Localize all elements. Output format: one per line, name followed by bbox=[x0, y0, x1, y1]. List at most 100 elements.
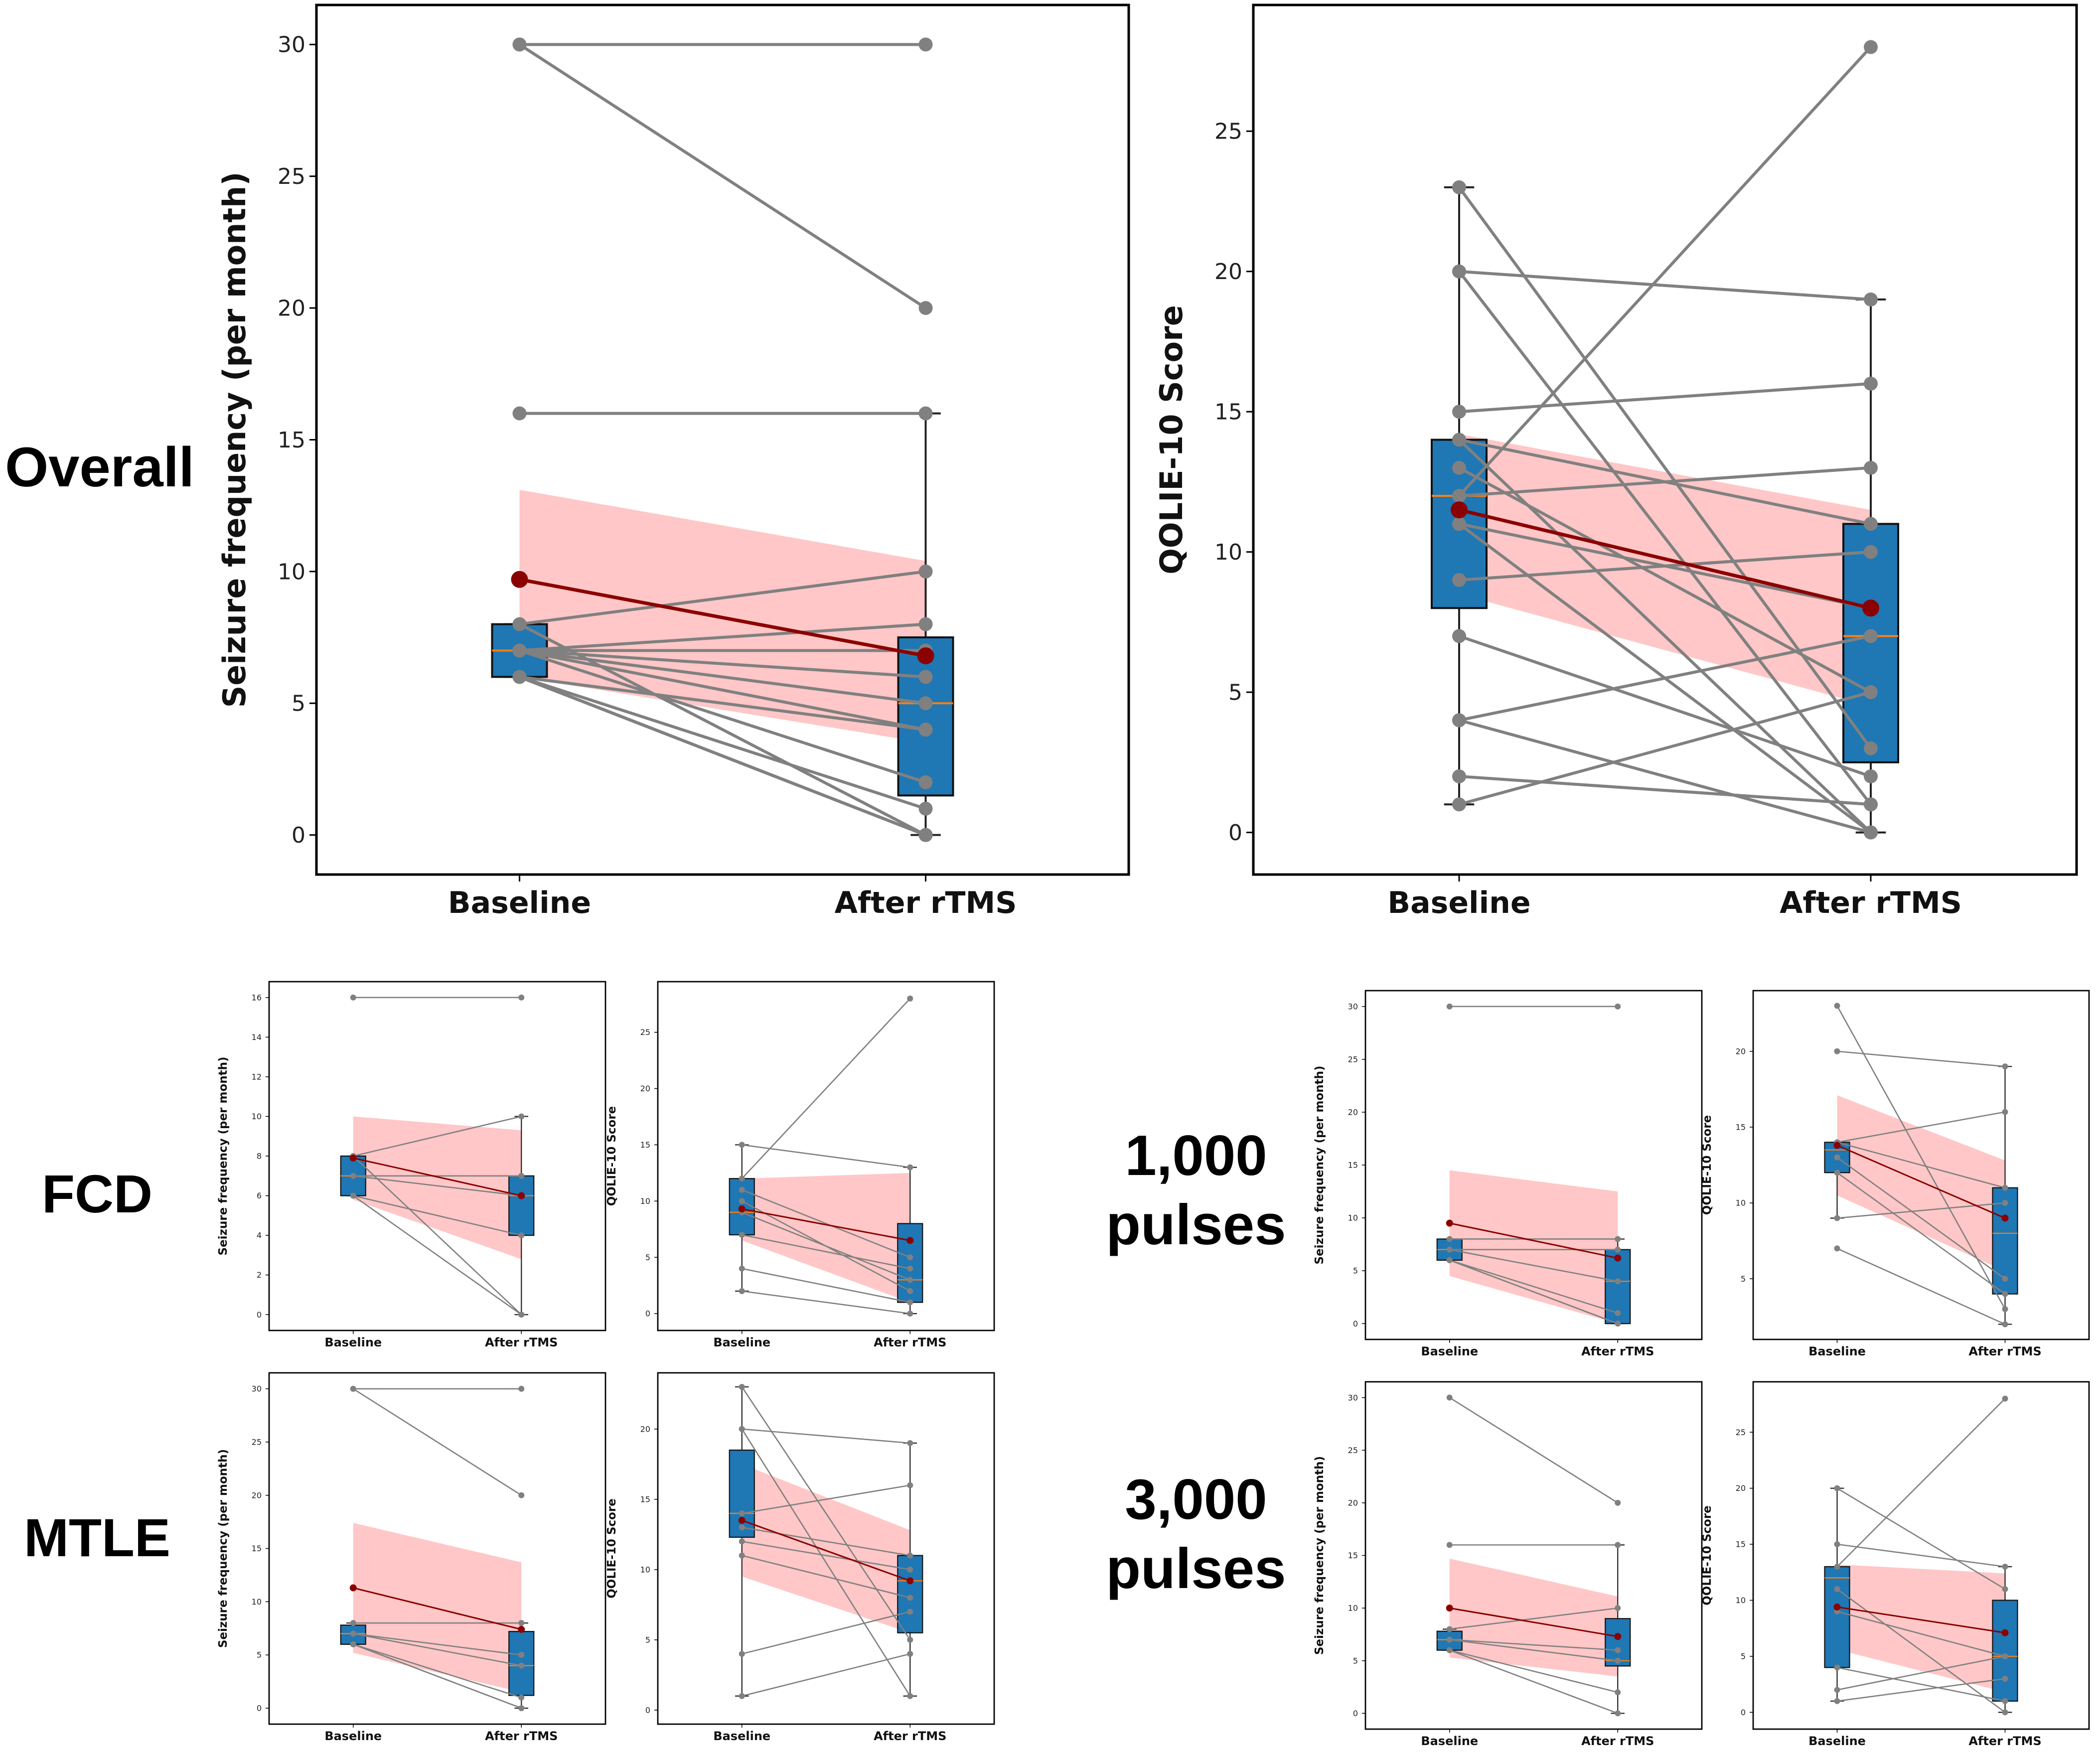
patient-point-after bbox=[1864, 376, 1878, 391]
chart-svg: 0 5 10 15 20 25 30 Baseline After rTMS Seizure fr… bbox=[1313, 990, 1703, 1358]
y-tick-label: 5 bbox=[1741, 1274, 1746, 1284]
y-tick-label: 25 bbox=[278, 164, 305, 189]
patient-point-after bbox=[907, 1440, 913, 1446]
patient-point-after bbox=[2002, 1063, 2008, 1070]
y-tick-label: 6 bbox=[257, 1191, 262, 1200]
patient-point-baseline bbox=[739, 1524, 745, 1531]
chart-mtle-seizure: 0 5 10 15 20 25 30 Baseline After rTMS Seizure fr… bbox=[214, 1363, 615, 1759]
patient-point-baseline bbox=[739, 1426, 745, 1432]
patient-point-baseline bbox=[1446, 1394, 1453, 1401]
patient-line bbox=[518, 43, 927, 310]
group-label-mtle: MTLE bbox=[24, 1507, 170, 1568]
patient-point-after bbox=[1864, 629, 1878, 643]
patient-line bbox=[741, 1211, 911, 1281]
patient-point-after bbox=[2002, 1563, 2008, 1570]
patient-line bbox=[352, 1195, 522, 1236]
patient-line bbox=[518, 649, 927, 705]
patient-line bbox=[741, 1428, 911, 1444]
patient-point-baseline bbox=[350, 1192, 356, 1199]
chart-fcd-qolie: 0 5 10 15 20 25 Baseline After rTMS QOLIE-10 Sco… bbox=[603, 972, 1004, 1365]
x-category-label: After rTMS bbox=[835, 885, 1017, 920]
chart-svg: 0 5 10 15 20 Baseline After rTMS QOLIE-10 Score bbox=[605, 1372, 995, 1743]
x-category-label: After rTMS bbox=[485, 1335, 558, 1349]
mean-line bbox=[353, 1157, 522, 1197]
y-tick-label: 10 bbox=[640, 1196, 650, 1206]
patient-line bbox=[1449, 1259, 1619, 1314]
patient-point-baseline bbox=[512, 670, 527, 684]
patient-point-baseline bbox=[1452, 517, 1466, 531]
plot-frame bbox=[1364, 1381, 1703, 1730]
patient-point-after bbox=[918, 564, 933, 579]
x-category-label: After rTMS bbox=[1581, 1734, 1654, 1748]
patient-line bbox=[741, 1653, 911, 1697]
y-tick-label: 20 bbox=[1348, 1108, 1358, 1117]
patient-line bbox=[518, 649, 927, 679]
confidence-band bbox=[742, 1173, 910, 1303]
patient-point-after bbox=[1615, 1278, 1621, 1285]
patient-point-after bbox=[918, 301, 933, 315]
patient-line bbox=[1458, 634, 1872, 778]
patient-point-after bbox=[907, 1482, 913, 1488]
patient-line bbox=[1836, 1398, 2006, 1568]
x-category-label: After rTMS bbox=[1780, 885, 1962, 920]
patient-point-baseline bbox=[739, 1693, 745, 1699]
patient-point-baseline bbox=[1834, 1003, 1840, 1009]
iqr-box bbox=[897, 636, 954, 797]
patient-point-after bbox=[2002, 1200, 2008, 1206]
patient-point-baseline bbox=[1834, 1586, 1840, 1592]
y-axis-label: Seizure frequency (per month) bbox=[1313, 1456, 1326, 1655]
chart-svg: 0 5 10 15 20 25 30 Baseline After rTMS Seizure fr… bbox=[216, 3, 1130, 920]
patient-line bbox=[1836, 1050, 2006, 1067]
patient-point-baseline bbox=[1834, 1698, 1840, 1704]
patient-point-baseline bbox=[1452, 180, 1466, 194]
patient-point-after bbox=[907, 1609, 913, 1615]
patient-point-after bbox=[518, 1694, 525, 1701]
mean-line bbox=[1836, 1145, 2006, 1219]
mean-line bbox=[519, 578, 926, 658]
mean-point bbox=[518, 1192, 525, 1199]
group-label-1000-line2: pulses bbox=[1106, 1193, 1286, 1257]
y-tick-label: 25 bbox=[1214, 119, 1242, 145]
confidence-band bbox=[1449, 1170, 1618, 1324]
mean-point bbox=[349, 1154, 357, 1162]
patient-point-after bbox=[907, 1277, 913, 1283]
y-tick-label: 10 bbox=[252, 1112, 262, 1121]
x-category-label: After rTMS bbox=[1968, 1734, 2041, 1748]
patient-point-after bbox=[518, 1705, 525, 1711]
patient-point-after bbox=[1615, 1236, 1621, 1242]
chart-svg: 0 5 10 15 20 25 Baseline After rTMS QOLIE-10 Sco… bbox=[1153, 3, 2078, 920]
patient-line bbox=[352, 1175, 522, 1196]
mean-line bbox=[1837, 1606, 2005, 1634]
patient-point-baseline bbox=[739, 1510, 745, 1516]
patient-line bbox=[518, 649, 927, 784]
y-axis-label: QOLIE-10 Score bbox=[1701, 1505, 1714, 1606]
patient-point-baseline bbox=[1452, 405, 1466, 419]
patient-point-baseline bbox=[1834, 1687, 1840, 1693]
y-tick-label: 0 bbox=[257, 1704, 262, 1713]
patient-point-after bbox=[2002, 1276, 2008, 1282]
y-tick-label: 30 bbox=[252, 1384, 262, 1394]
mean-point bbox=[738, 1205, 746, 1213]
y-tick-label: 15 bbox=[1736, 1540, 1746, 1549]
patient-point-after bbox=[518, 1113, 525, 1120]
patient-line bbox=[1458, 438, 1872, 834]
y-tick-label: 14 bbox=[252, 1032, 262, 1042]
patient-point-baseline bbox=[1452, 713, 1466, 728]
y-tick-label: 5 bbox=[1353, 1656, 1358, 1665]
y-tick-label: 0 bbox=[645, 1705, 650, 1715]
group-label-overall: Overall bbox=[5, 436, 194, 498]
patient-point-baseline bbox=[739, 1265, 745, 1272]
y-axis-label: QOLIE-10 Score bbox=[605, 1498, 618, 1599]
x-category-label: Baseline bbox=[1387, 885, 1530, 920]
patient-line bbox=[1449, 1607, 1619, 1630]
patient-line bbox=[1836, 1111, 2006, 1143]
x-category-label: Baseline bbox=[1421, 1344, 1478, 1358]
chart-svg: 0 5 10 15 20 25 Baseline After rTMS QOLIE-10 Sco… bbox=[605, 981, 995, 1349]
patient-point-after bbox=[2002, 1698, 2008, 1704]
patient-line bbox=[741, 1555, 911, 1599]
y-tick-label: 10 bbox=[640, 1565, 650, 1574]
patient-point-after bbox=[2002, 1184, 2008, 1191]
patient-line bbox=[1836, 1172, 2006, 1295]
patient-line bbox=[1458, 270, 1872, 806]
